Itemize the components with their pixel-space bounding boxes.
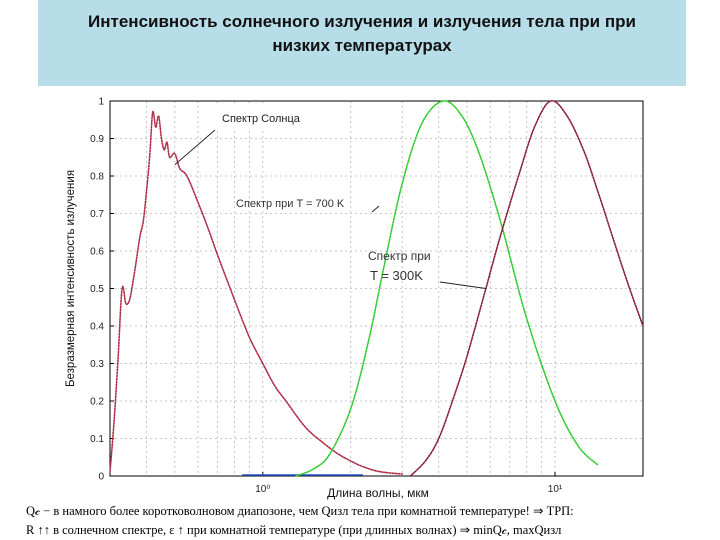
y-axis-label: Безразмерная интенсивность излучения [65, 170, 77, 387]
title-banner: Интенсивность солнечного излучения и изл… [38, 0, 686, 86]
x-tick-label: 10⁰ [255, 484, 270, 495]
footer-line-1: Q𝒸 − в намного более коротковолновом диа… [26, 504, 574, 518]
y-tick-label: 0.8 [90, 172, 104, 183]
t300-spectrum-line [409, 99, 644, 477]
series-group [109, 99, 644, 477]
footer-line-2: R ↑↑ в солнечном спектре, ε ↑ при комнат… [26, 523, 562, 537]
grid [109, 101, 643, 476]
annotations: Спектр Солнца Спектр при T = 700 K Спект… [174, 106, 486, 289]
t700-spectrum-line [295, 100, 599, 477]
slide-title: Интенсивность солнечного излучения и изл… [88, 12, 636, 55]
footer-notes: Q𝒸 − в намного более коротковолновом диа… [26, 502, 716, 540]
y-tick-label: 0.7 [90, 209, 104, 220]
x-tick-label: 10¹ [548, 484, 563, 495]
t700-spectrum-label: Спектр при T = 700 K [236, 198, 345, 210]
sun-arrow [174, 129, 216, 166]
sun-label-background [212, 106, 324, 130]
t700-arrow [371, 205, 380, 213]
y-tick-label: 0.1 [90, 434, 104, 445]
sun-spectrum-line [109, 110, 403, 475]
y-tick-label: 0.9 [90, 134, 104, 145]
y-tick-label: 0 [98, 472, 104, 483]
sun-spectrum-label: Спектр Солнца [222, 113, 301, 125]
y-tick-label: 0.2 [90, 397, 104, 408]
y-tick-label: 0.4 [90, 322, 104, 333]
t300-spectrum-label-line2: T = 300K [370, 268, 423, 283]
x-axis-label: Длина волны, мкм [327, 486, 429, 500]
axes: 0 0.1 0.2 0.3 0.4 0.5 0.6 0.7 0.8 0.9 1 10⁰ 10¹ [90, 97, 563, 496]
y-tick-label: 1 [98, 97, 104, 108]
y-tick-label: 0.5 [90, 284, 104, 295]
intensity-chart: 0 0.1 0.2 0.3 0.4 0.5 0.6 0.7 0.8 0.9 1 10⁰ 10¹ Спек… [65, 97, 644, 500]
t300-spectrum-label-line1: Спектр при [368, 249, 431, 263]
y-tick-label: 0.6 [90, 247, 104, 258]
t300-arrow [439, 281, 486, 289]
y-tick-label: 0.3 [90, 359, 104, 370]
